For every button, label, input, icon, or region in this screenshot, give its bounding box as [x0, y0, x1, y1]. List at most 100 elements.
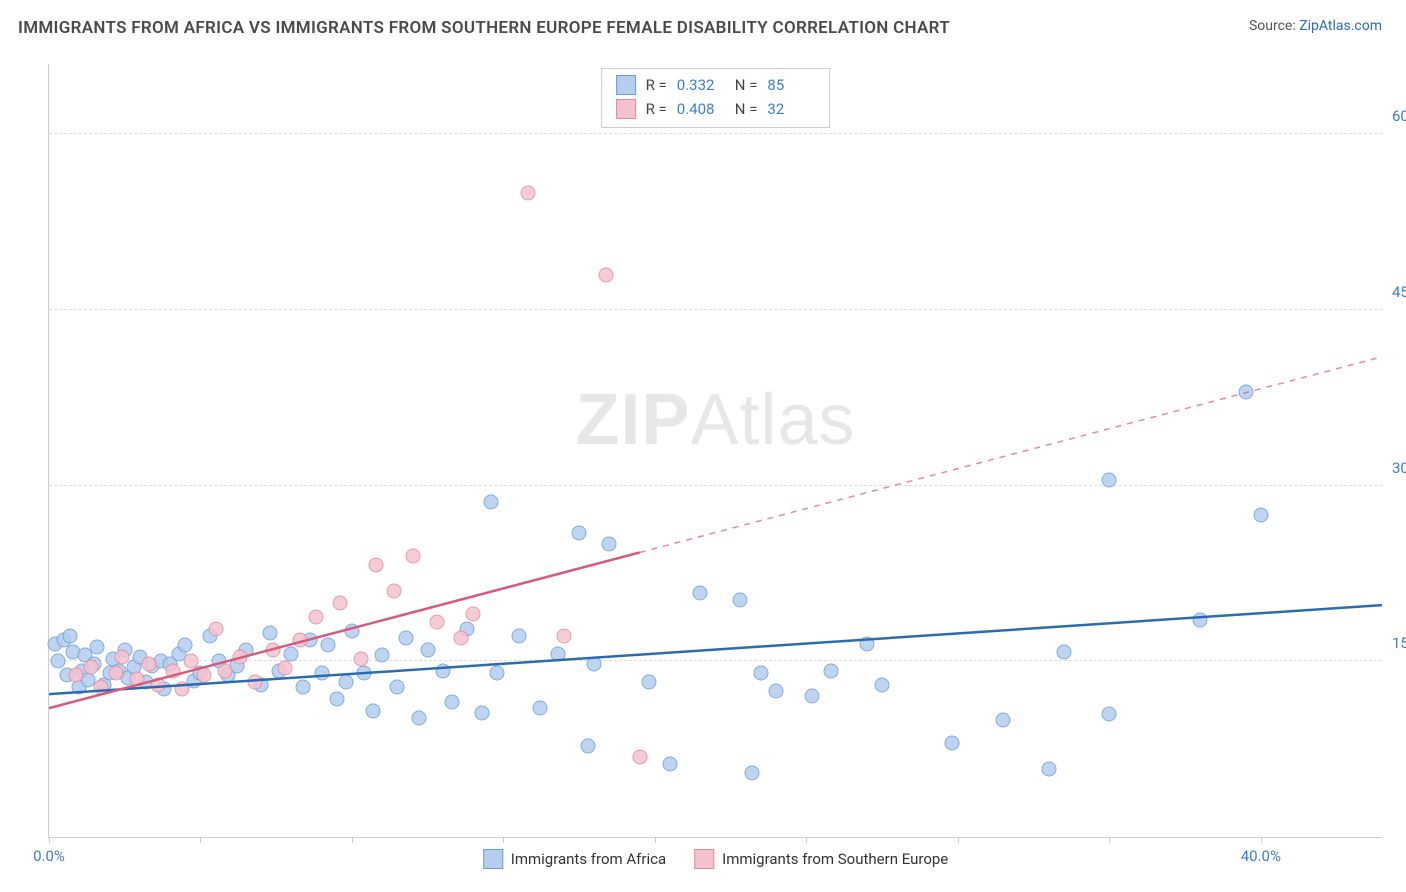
data-point [296, 680, 311, 695]
legend-stats: R = 0.332 N = 85 R = 0.408 N = 32 [601, 68, 831, 128]
n-label: N = [735, 73, 758, 97]
legend-label-2: Immigrants from Southern Europe [722, 850, 948, 868]
source-link[interactable]: ZipAtlas.com [1299, 18, 1382, 34]
x-tick-mark [503, 837, 504, 843]
legend-stats-row-2: R = 0.408 N = 32 [616, 97, 816, 121]
data-point [332, 595, 347, 610]
watermark-bold: ZIP [575, 380, 690, 460]
source-attribution: Source: ZipAtlas.com [1249, 18, 1382, 34]
data-point [369, 558, 384, 573]
n-value-2: 32 [767, 97, 815, 121]
data-point [390, 680, 405, 695]
data-point [405, 548, 420, 563]
n-value-1: 85 [767, 73, 815, 97]
data-point [175, 682, 190, 697]
y-tick-label: 15.0% [1392, 634, 1406, 652]
x-tick-mark [655, 837, 656, 843]
data-point [399, 630, 414, 645]
data-point [248, 675, 263, 690]
data-point [693, 586, 708, 601]
data-point [90, 640, 105, 655]
data-point [454, 630, 469, 645]
data-point [69, 668, 84, 683]
r-value-1: 0.332 [677, 73, 725, 97]
data-point [320, 637, 335, 652]
data-point [63, 628, 78, 643]
legend-swatch-1 [483, 849, 503, 869]
data-point [511, 628, 526, 643]
data-point [875, 677, 890, 692]
data-point [663, 757, 678, 772]
data-point [484, 495, 499, 510]
data-point [344, 623, 359, 638]
y-tick-label: 60.0% [1392, 107, 1406, 125]
data-point [550, 647, 565, 662]
legend-swatch-series-2 [616, 99, 636, 119]
data-point [114, 649, 129, 664]
legend-swatch-2 [694, 849, 714, 869]
data-point [1102, 472, 1117, 487]
data-point [108, 666, 123, 681]
chart-container: Female Disability R = 0.332 N = 85 R = 0… [0, 56, 1406, 892]
data-point [1253, 507, 1268, 522]
data-point [744, 765, 759, 780]
data-point [466, 607, 481, 622]
data-point [520, 185, 535, 200]
data-point [1041, 762, 1056, 777]
legend-item-1: Immigrants from Africa [483, 849, 666, 869]
legend-label-1: Immigrants from Africa [511, 850, 666, 868]
data-point [732, 593, 747, 608]
data-point [753, 666, 768, 681]
watermark-light: Atlas [690, 380, 855, 460]
data-point [366, 703, 381, 718]
data-point [354, 651, 369, 666]
data-point [208, 621, 223, 636]
x-tick-mark [200, 837, 201, 843]
source-prefix: Source: [1249, 18, 1299, 34]
data-point [266, 642, 281, 657]
data-point [490, 666, 505, 681]
data-point [387, 584, 402, 599]
data-point [278, 661, 293, 676]
data-point [166, 663, 181, 678]
data-point [632, 750, 647, 765]
legend-stats-row-1: R = 0.332 N = 85 [616, 73, 816, 97]
data-point [944, 736, 959, 751]
data-point [178, 637, 193, 652]
y-tick-label: 45.0% [1392, 283, 1406, 301]
regression-lines [49, 64, 1382, 837]
x-tick-mark [1109, 837, 1110, 843]
data-point [84, 660, 99, 675]
data-point [429, 614, 444, 629]
data-point [602, 537, 617, 552]
data-point [293, 633, 308, 648]
data-point [420, 642, 435, 657]
legend-swatch-series-1 [616, 75, 636, 95]
gridline [49, 309, 1382, 310]
x-tick-mark [1261, 837, 1262, 843]
data-point [475, 705, 490, 720]
data-point [314, 666, 329, 681]
data-point [805, 689, 820, 704]
data-point [375, 648, 390, 663]
data-point [557, 628, 572, 643]
data-point [581, 738, 596, 753]
x-tick-mark [806, 837, 807, 843]
page-title: IMMIGRANTS FROM AFRICA VS IMMIGRANTS FRO… [18, 18, 950, 38]
data-point [587, 656, 602, 671]
data-point [435, 663, 450, 678]
data-point [411, 710, 426, 725]
data-point [599, 267, 614, 282]
data-point [141, 656, 156, 671]
gridline [49, 133, 1382, 134]
data-point [996, 712, 1011, 727]
data-point [1056, 644, 1071, 659]
data-point [232, 649, 247, 664]
data-point [641, 675, 656, 690]
data-point [532, 701, 547, 716]
watermark: ZIPAtlas [575, 379, 855, 461]
data-point [769, 683, 784, 698]
data-point [444, 695, 459, 710]
data-point [284, 647, 299, 662]
x-tick-mark [352, 837, 353, 843]
